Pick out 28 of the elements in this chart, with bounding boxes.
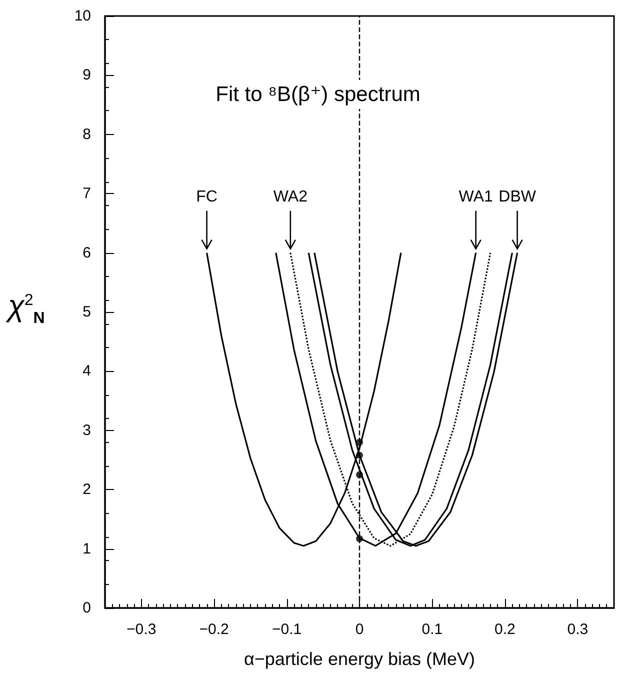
y-tick-label: 0 <box>82 600 91 616</box>
annotation: FC <box>196 188 218 206</box>
y-tick-label: 7 <box>82 185 91 202</box>
text: Fit to ⁸B(β⁺) spectrum <box>216 83 420 106</box>
point <box>356 471 363 478</box>
y-tick-label: 9 <box>82 66 91 84</box>
annotation: WA2 <box>273 188 308 206</box>
point <box>356 535 363 542</box>
x-tick-label: 0 <box>355 621 364 638</box>
x-tick-label: 0.1 <box>422 621 443 638</box>
y-tick-label: 1 <box>82 540 91 558</box>
y-tick-label: 6 <box>82 244 91 262</box>
x-tick-label: 0.3 <box>567 621 588 638</box>
x-axis-title: α−particle energy bias (MeV) <box>244 649 476 669</box>
x-tick-label: −0.1 <box>272 621 302 638</box>
point <box>356 438 363 446</box>
annotation: WA1 <box>458 188 493 206</box>
y-tick-label: 2 <box>82 481 91 498</box>
annotation: DBW <box>498 188 537 206</box>
y-tick-label: 10 <box>74 8 91 24</box>
y-tick-label: 3 <box>82 422 91 439</box>
x-tick-label: −0.2 <box>199 621 229 638</box>
y-tick-label: 4 <box>82 362 91 380</box>
y-tick-label: 5 <box>82 304 91 320</box>
y-tick-label: 8 <box>82 126 91 143</box>
x-tick-label: −0.3 <box>126 621 156 638</box>
point <box>356 452 363 459</box>
x-tick-label: 0.2 <box>494 621 516 638</box>
